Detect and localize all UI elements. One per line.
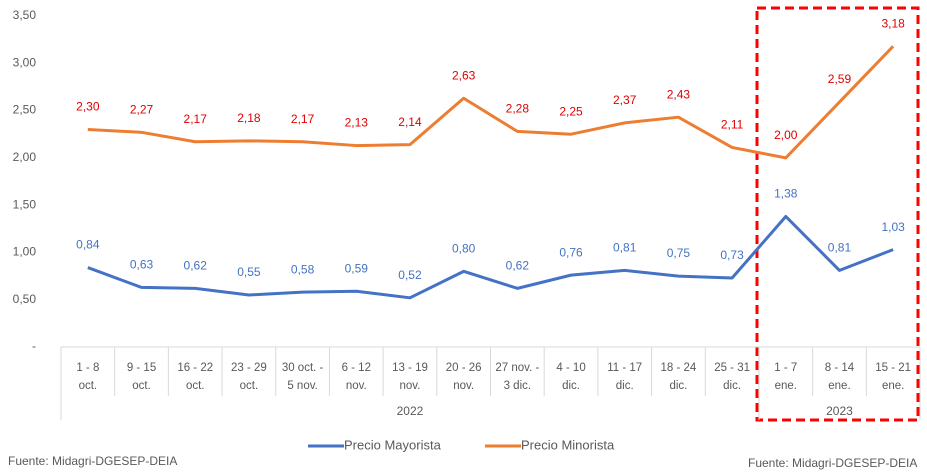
x-tick-label: 18 - 24 (661, 362, 697, 374)
x-tick-label: 1 - 7 (774, 362, 797, 374)
legend-label: Precio Minorista (521, 437, 615, 452)
data-label: 2,59 (828, 72, 852, 86)
data-label: 2,13 (345, 116, 369, 130)
data-label: 0,59 (345, 261, 369, 275)
data-label: 2,63 (452, 68, 476, 82)
data-label: 0,84 (76, 238, 100, 252)
x-tick-label: oct. (132, 380, 151, 392)
x-tick-label: 11 - 17 (607, 362, 642, 374)
data-label: 2,18 (237, 111, 261, 125)
data-label: 0,75 (667, 246, 691, 260)
source: Fuente: Midagri-DGESEP-DEIA (748, 456, 917, 470)
y-tick-label: 1,50 (13, 197, 37, 211)
highlight-box (755, 6, 920, 422)
x-tick-label: dic. (562, 380, 580, 392)
x-tick-label: 25 - 31 (714, 362, 750, 374)
x-tick-label: 27 nov. - (495, 362, 539, 374)
x-tick-label: ene. (775, 380, 797, 392)
x-tick-label: 5 nov. (287, 380, 317, 392)
y-tick-label: 2,50 (13, 103, 37, 117)
data-label: 0,58 (291, 262, 315, 276)
data-label: 0,76 (559, 245, 583, 259)
data-label: 0,63 (130, 258, 154, 272)
x-tick-label: oct. (186, 380, 205, 392)
x-tick-label: 13 - 19 (392, 362, 428, 374)
x-tick-label: nov. (346, 380, 367, 392)
x-tick-label: nov. (453, 380, 474, 392)
data-label: 0,52 (398, 268, 422, 282)
y-tick-label: - (32, 339, 36, 353)
data-label: 2,17 (291, 112, 315, 126)
series-line (87, 45, 895, 160)
x-tick-label: ene. (828, 380, 850, 392)
x-tick-label: 20 - 26 (446, 362, 482, 374)
data-label: 0,55 (237, 265, 261, 279)
x-tick-label: 15 - 21 (875, 362, 911, 374)
data-label: 2,28 (506, 102, 530, 116)
data-label: 2,30 (76, 100, 100, 114)
series-line (87, 214, 894, 300)
data-label: 0,81 (613, 241, 637, 255)
y-tick-label: 2,00 (13, 150, 37, 164)
data-label: 1,38 (774, 187, 798, 201)
x-tick-label: 9 - 15 (127, 362, 156, 374)
group-label: 2022 (397, 404, 424, 418)
x-tick-label: 6 - 12 (342, 362, 371, 374)
data-label: 2,37 (613, 93, 637, 107)
x-tick-label: oct. (240, 380, 259, 392)
data-label: 0,62 (184, 259, 208, 273)
data-label: 0,80 (452, 242, 476, 256)
source: Fuente: Midagri-DGESEP-DEIA (8, 454, 177, 468)
data-label: 2,25 (559, 104, 583, 118)
legend-label: Precio Mayorista (344, 437, 442, 452)
data-label: 2,00 (774, 128, 798, 142)
data-label: 0,62 (506, 259, 530, 273)
x-tick-label: ene. (882, 380, 904, 392)
x-tick-label: 30 oct. - (282, 362, 324, 374)
y-tick-label: 3,50 (13, 8, 37, 22)
data-label: 2,27 (130, 102, 154, 116)
y-tick-label: 3,00 (13, 55, 37, 69)
group-label: 2023 (826, 404, 853, 418)
x-tick-label: 1 - 8 (76, 362, 99, 374)
x-tick-label: 3 dic. (504, 380, 532, 392)
data-label: 0,81 (828, 241, 852, 255)
data-label: 2,14 (398, 115, 422, 129)
x-tick-label: 8 - 14 (825, 362, 855, 374)
x-tick-label: 16 - 22 (177, 362, 213, 374)
x-tick-label: 23 - 29 (231, 362, 267, 374)
x-tick-label: dic. (669, 380, 687, 392)
data-label: 2,11 (721, 118, 744, 132)
data-label: 3,18 (881, 16, 905, 30)
data-label: 2,17 (184, 112, 208, 126)
data-label: 0,73 (720, 248, 744, 262)
x-tick-label: nov. (400, 380, 421, 392)
y-tick-label: 1,00 (13, 245, 37, 259)
x-tick-label: oct. (79, 380, 98, 392)
data-label: 1,03 (881, 220, 905, 234)
y-tick-label: 0,50 (13, 292, 37, 306)
x-tick-label: dic. (723, 380, 741, 392)
x-tick-label: 4 - 10 (556, 362, 585, 374)
x-tick-label: dic. (616, 380, 634, 392)
data-label: 2,43 (667, 87, 691, 101)
